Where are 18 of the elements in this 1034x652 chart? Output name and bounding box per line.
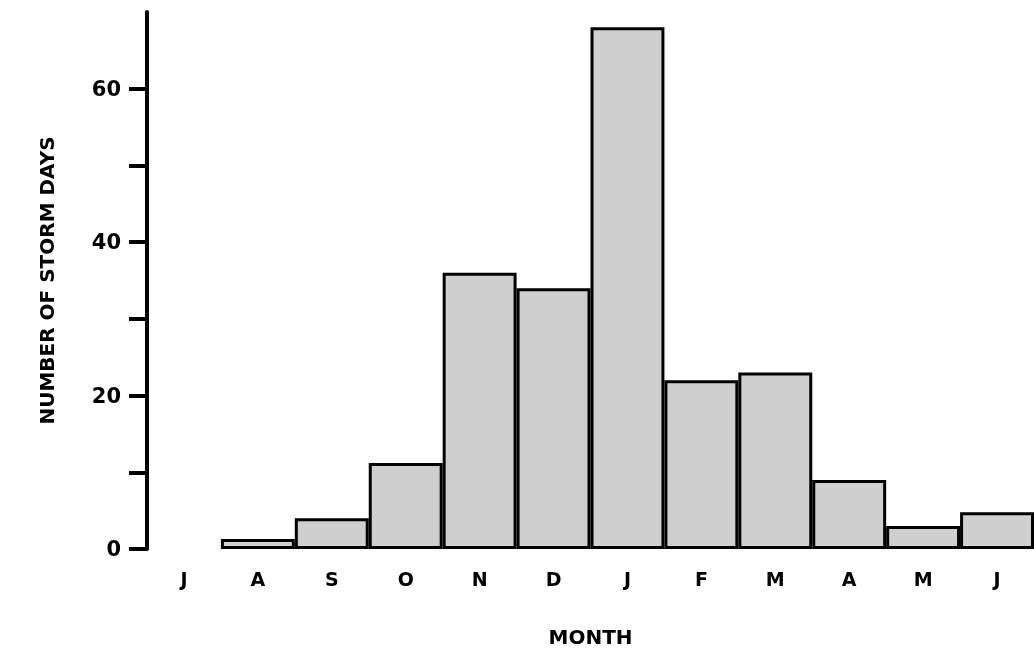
y-tick-label: 20 [91,383,121,408]
y-tick-label: 60 [91,76,121,101]
x-tick-label: A [250,567,266,590]
y-tick-label: 0 [106,537,121,561]
x-tick-label: N [471,567,488,590]
x-tick-label: M [913,567,933,590]
x-tick-label: O [397,567,414,590]
x-tick-label: M [765,567,785,590]
x-tick-label: S [324,567,339,590]
x-tick-label: A [841,567,857,590]
x-tick-label: J [991,567,1001,590]
y-axis-title: NUMBER OF STORM DAYS [35,136,59,425]
y-tick-label: 40 [91,230,121,255]
x-tick-label: J [621,567,631,590]
x-axis-title: MONTH [548,625,633,649]
x-tick-label: F [694,567,708,590]
x-tick-label: D [545,567,562,590]
x-tick-label: J [178,567,188,590]
